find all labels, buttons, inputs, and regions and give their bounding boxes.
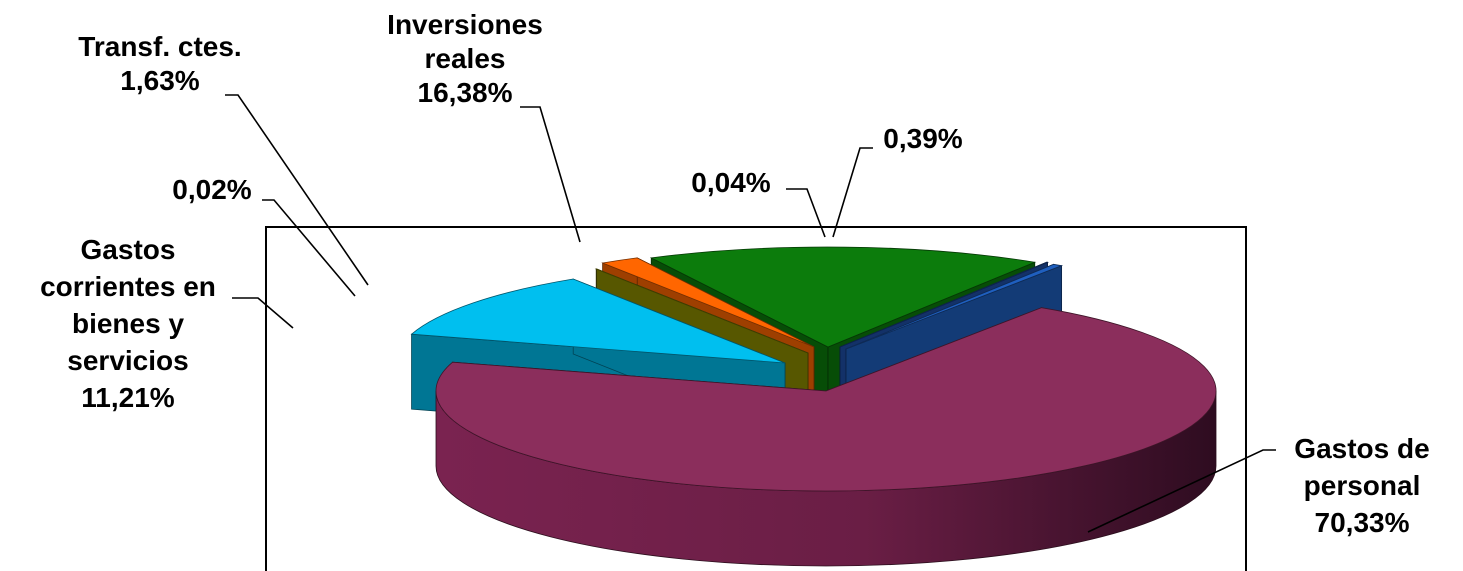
label-line: Gastos de: [1294, 433, 1429, 464]
label-line: bienes y: [72, 308, 184, 339]
label-line: 0,39%: [883, 123, 962, 154]
slice-top-face: [649, 246, 1037, 348]
slice-top-face: [594, 268, 809, 354]
label-transf-ctes: Transf. ctes. 1,63%: [78, 31, 241, 96]
label-line: Inversiones: [387, 9, 543, 40]
plot-area-border: [265, 226, 1247, 571]
slice-labels: Gastos de personal 70,33% Gastos corrientes …: [40, 9, 1430, 538]
leader-gastos-corrientes: [232, 297, 294, 329]
label-gastos-corrientes: Gastos corrientes en bienes y servicios 11,2…: [40, 234, 216, 413]
label-line: 11,21%: [81, 382, 175, 413]
label-line: Gastos: [81, 234, 176, 265]
label-line: Transf. ctes.: [78, 31, 241, 62]
label-slice-004: 0,04%: [691, 167, 770, 198]
label-line: reales: [425, 43, 506, 74]
label-gastos-personal: Gastos de personal 70,33%: [1294, 433, 1429, 538]
leader-gastos-personal: [1087, 449, 1276, 533]
label-inversiones-reales: Inversiones reales 16,38%: [387, 9, 543, 108]
leader-slice-039: [832, 147, 873, 238]
label-line: servicios: [67, 345, 188, 376]
label-line: 1,63%: [120, 65, 199, 96]
leader-lines: [225, 94, 1276, 533]
leader-transf-ctes: [225, 94, 369, 286]
label-line: 0,04%: [691, 167, 770, 198]
label-line: corrientes en: [40, 271, 216, 302]
slice-top-face: [845, 263, 1064, 350]
label-line: personal: [1304, 470, 1421, 501]
label-line: 16,38%: [418, 77, 513, 108]
pie-slices: [410, 246, 1217, 567]
slice-top-face: [839, 261, 1050, 348]
leader-inversiones-reales: [520, 106, 581, 243]
slice-gastos-personal: [435, 307, 1217, 567]
label-line: 0,02%: [172, 174, 251, 205]
label-line: 70,33%: [1315, 507, 1410, 538]
slice-top-face: [601, 257, 815, 348]
leader-slice-002: [262, 199, 356, 297]
leader-slice-004: [786, 188, 826, 238]
label-slice-039: 0,39%: [883, 123, 962, 154]
slice-top-face: [435, 307, 1217, 492]
slice-top-face: [410, 278, 786, 364]
label-slice-002: 0,02%: [172, 174, 251, 205]
